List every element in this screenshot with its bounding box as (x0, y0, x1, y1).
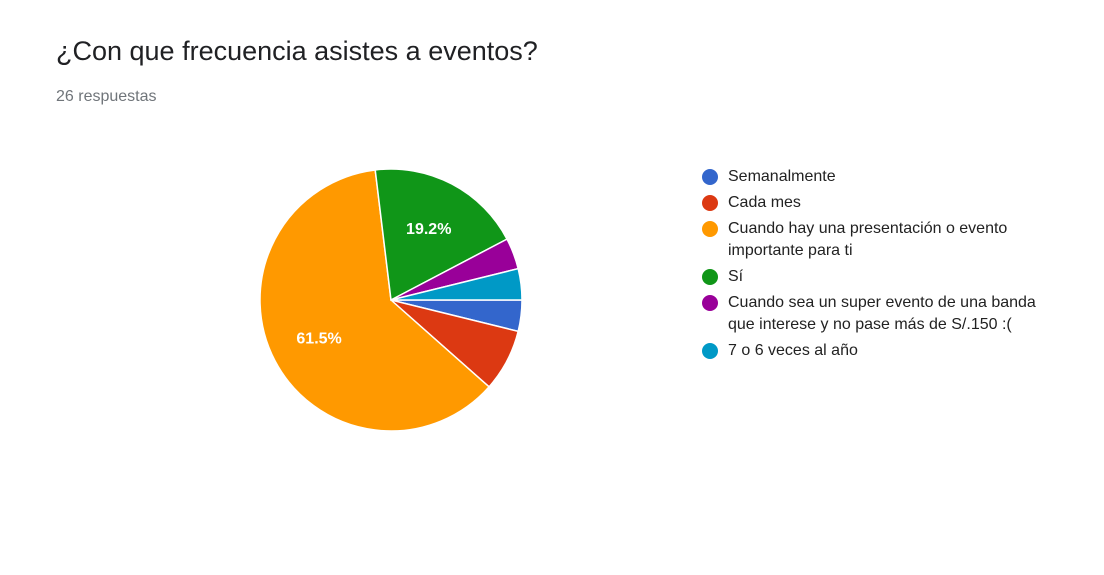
legend-swatch (702, 221, 718, 237)
pie-slice-label-4: 19.2% (406, 221, 451, 238)
pie-slice-3[interactable] (259, 169, 491, 432)
legend-swatch (702, 195, 718, 211)
legend-item[interactable]: Sí (700, 266, 1040, 288)
response-count: 26 respuestas (56, 88, 157, 105)
pie-slice-label-3: 61.5% (296, 331, 341, 348)
chart-title: ¿Con que frecuencia asistes a eventos? (56, 36, 538, 66)
pie-slice-labels: 61.5% 19.2% (296, 221, 451, 348)
legend-item[interactable]: Cuando hay una presentación o evento imp… (700, 218, 1040, 262)
pie-slice-6[interactable] (390, 267, 523, 301)
legend-label: Cuando hay una presentación o evento imp… (728, 220, 1008, 259)
legend-label: 7 o 6 veces al año (728, 342, 858, 359)
legend-item[interactable]: Cuando sea un super evento de una banda … (700, 292, 1040, 336)
legend-label: Sí (728, 268, 744, 285)
legend-label: Semanalmente (728, 168, 836, 185)
chart-legend: Semanalmente Cada mes Cuando hay una prese… (700, 166, 1040, 366)
legend-label: Cuando sea un super evento de una banda … (728, 294, 1036, 333)
legend-item[interactable]: 7 o 6 veces al año (700, 340, 1040, 362)
pie-slices (259, 168, 523, 432)
legend-swatch (702, 169, 718, 185)
legend-item[interactable]: Cada mes (700, 192, 1040, 214)
legend-swatch (702, 269, 718, 285)
legend-swatch (702, 343, 718, 359)
pie-slice-4[interactable] (374, 168, 509, 302)
legend-item[interactable]: Semanalmente (700, 166, 1040, 188)
legend-swatch (702, 295, 718, 311)
legend-label: Cada mes (728, 194, 801, 211)
